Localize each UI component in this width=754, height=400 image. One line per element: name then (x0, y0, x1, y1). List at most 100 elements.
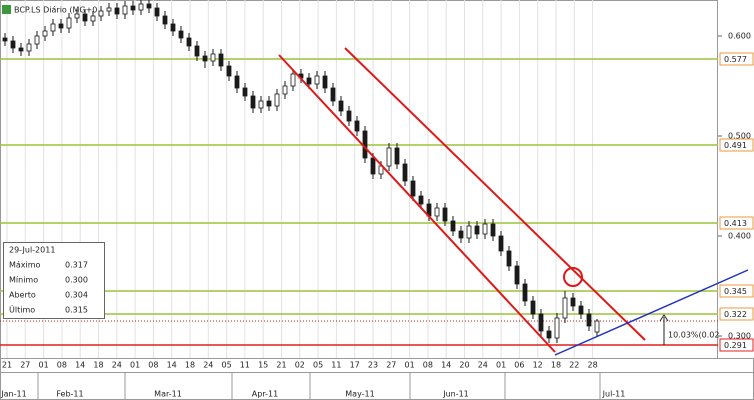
trend-line (554, 269, 749, 356)
candle-body (506, 250, 512, 267)
annotation: 10.03%(0.02 (668, 331, 719, 340)
info-label: Último (9, 304, 35, 315)
candle-body (322, 75, 328, 89)
plot-area (0, 0, 718, 359)
info-value: 0.300 (65, 276, 88, 285)
candle-body (170, 23, 176, 32)
candle-body (514, 265, 520, 285)
candle-body (114, 7, 120, 15)
day-label: 18 (551, 361, 561, 370)
day-label: 14 (75, 361, 85, 370)
candle-body (130, 5, 136, 11)
month-label: Jun-11 (442, 390, 469, 399)
candle-body (154, 7, 160, 17)
candle-body (370, 157, 376, 175)
day-label: 08 (57, 361, 67, 370)
day-label: 15 (258, 361, 268, 370)
month-label: Mar-11 (154, 390, 182, 399)
candle-body (250, 95, 256, 109)
candle-body (330, 87, 336, 102)
levels (0, 58, 718, 346)
candle-body (50, 23, 56, 32)
level-label-box (719, 338, 754, 352)
candle-body (74, 13, 80, 19)
day-label: 21 (2, 361, 12, 370)
day-label: 23 (368, 361, 378, 370)
candle-body (58, 23, 64, 29)
candle-body (450, 220, 456, 232)
month-label: Feb-11 (56, 390, 83, 399)
candle-body (18, 47, 24, 52)
candle-body (202, 55, 208, 62)
day-label: 21 (276, 361, 286, 370)
candle-body (578, 305, 584, 315)
month-label: May-11 (345, 390, 374, 399)
candle-body (418, 195, 424, 205)
month-label: Jul-11 (602, 390, 626, 399)
day-label: 14 (441, 361, 451, 370)
y-tick-label: 0.600 (728, 32, 751, 41)
axes: 21 27 01 08 14 18 24 01 08 14 18 24 05 11 15 21 02 05 11 17… (0, 32, 754, 400)
y-tick-label: 0.500 (728, 132, 751, 141)
candle-body (394, 147, 400, 165)
candle-body (186, 37, 192, 47)
day-label: 02 (295, 361, 305, 370)
candle-body (482, 223, 488, 235)
candle-body (210, 53, 216, 62)
level-label: 0.291 (724, 341, 747, 350)
candle-body (98, 10, 104, 17)
candle-body (274, 93, 280, 107)
day-label: 28 (588, 361, 598, 370)
candle-body (474, 225, 480, 235)
candle-body (242, 87, 248, 97)
candle-body (90, 15, 96, 22)
candle-body (258, 100, 264, 109)
day-label: 27 (20, 361, 30, 370)
month-label: Jan-11 (0, 390, 26, 399)
day-label: 05 (313, 361, 323, 370)
candle-body (402, 163, 408, 182)
candles (2, 0, 600, 343)
day-label: 01 (39, 361, 49, 370)
candle-body (226, 65, 232, 77)
candle-body (386, 147, 392, 167)
day-label: 24 (478, 361, 488, 370)
day-label: 01 (405, 361, 415, 370)
candle-body (2, 37, 8, 42)
candle-body (498, 235, 504, 252)
day-label: 01 (496, 361, 506, 370)
candle-body (410, 180, 416, 197)
level-label-box (719, 307, 754, 321)
day-label: 01 (130, 361, 140, 370)
day-label: 08 (423, 361, 433, 370)
level-label: 0.491 (724, 141, 747, 150)
trend-line (278, 54, 556, 353)
month-label: Apr-11 (252, 390, 278, 399)
candle-body (10, 40, 16, 49)
candle-body (106, 7, 112, 12)
candle-body (266, 100, 272, 107)
candle-body (146, 3, 152, 9)
y-tick-label: 0.400 (728, 232, 751, 241)
info-rows: Máximo 0.317 Mínimo 0.300 Aberto 0.304 Último 0… (9, 261, 88, 315)
day-label: 17 (350, 361, 360, 370)
candle-body (538, 313, 544, 332)
chart-title: BCP.LS Diário (MG+0 (14, 6, 97, 15)
highlight-circle (563, 267, 583, 287)
candle-body (458, 230, 464, 239)
level-label-box (719, 216, 754, 230)
candle-body (554, 317, 560, 339)
day-label: 20 (459, 361, 469, 370)
day-label: 24 (203, 361, 213, 370)
level-label: 0.345 (724, 287, 747, 296)
level-label: 0.322 (724, 310, 747, 319)
candle-body (306, 77, 312, 85)
candle-body (338, 100, 344, 112)
day-label: 08 (148, 361, 158, 370)
date-axis (0, 358, 754, 400)
day-label: 18 (93, 361, 103, 370)
candle-body (346, 110, 352, 122)
candle-body (234, 75, 240, 89)
day-label: 14 (167, 361, 177, 370)
